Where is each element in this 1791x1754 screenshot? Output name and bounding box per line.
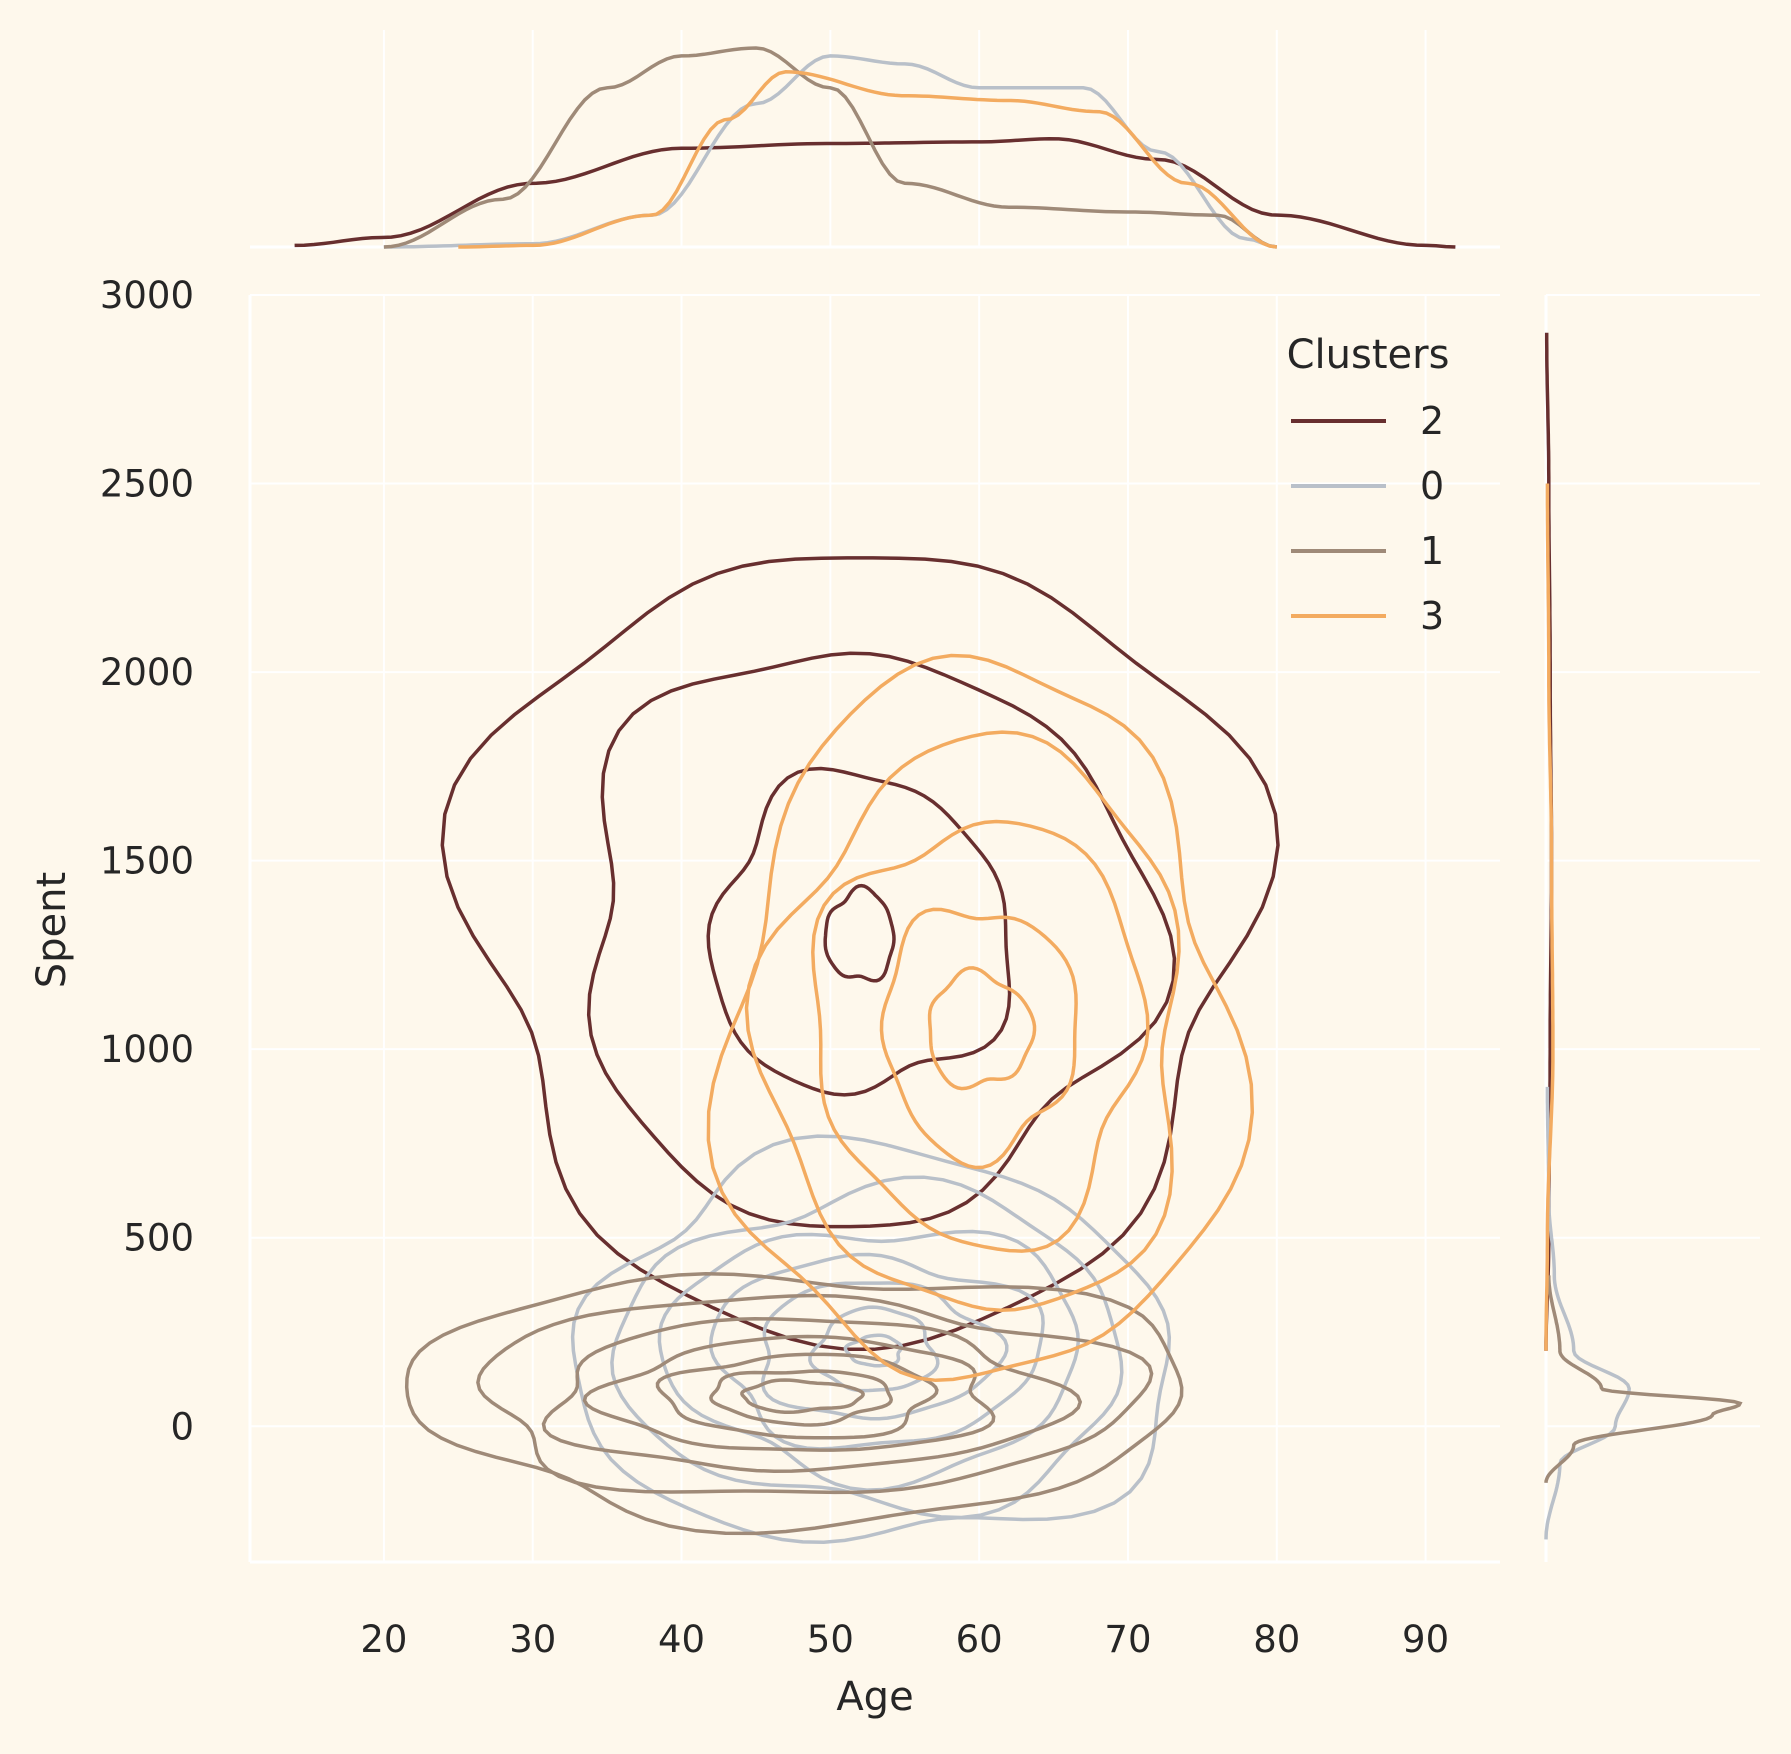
y-tick-label: 2500: [100, 463, 194, 506]
contour-cluster-3: [706, 653, 1255, 1383]
contour-cluster-0: [657, 1229, 1080, 1492]
x-tick-label: 50: [807, 1618, 854, 1661]
contour-cluster-2: [586, 651, 1177, 1229]
top-kde-cluster-3: [458, 70, 1278, 249]
contour-cluster-1: [740, 1378, 865, 1415]
legend-label-0: 0: [1420, 464, 1444, 508]
x-tick-label: 30: [509, 1618, 556, 1661]
contour-cluster-0: [570, 1134, 1172, 1544]
top-marginal-kde: [294, 46, 1456, 249]
right-kde-cluster-1: [1544, 1275, 1743, 1483]
contour-cluster-2: [440, 556, 1280, 1352]
x-axis-label: Age: [836, 1674, 913, 1720]
contour-cluster-3: [744, 730, 1181, 1313]
y-tick-label: 1000: [100, 1028, 194, 1071]
contour-cluster-1: [582, 1334, 996, 1452]
legend-label-1: 1: [1420, 529, 1444, 573]
x-tick-label: 90: [1402, 1618, 1449, 1661]
main-grid: [248, 294, 1500, 1564]
contour-cluster-3: [879, 907, 1078, 1170]
y-axis-label: Spent: [29, 872, 75, 988]
y-tick-label: 2000: [100, 651, 194, 694]
right-marginal-grid: [1544, 294, 1760, 1562]
contour-cluster-2: [823, 883, 896, 983]
legend-title: Clusters: [1287, 332, 1450, 378]
x-tick-label: 20: [360, 1618, 407, 1661]
contour-cluster-3: [811, 819, 1150, 1253]
contour-cluster-0: [610, 1175, 1124, 1520]
y-tick-label: 500: [123, 1217, 194, 1260]
y-tick-label: 1500: [100, 840, 194, 883]
contour-cluster-0: [708, 1252, 1045, 1451]
contour-cluster-0: [808, 1305, 940, 1393]
contour-cluster-1: [655, 1352, 939, 1440]
legend-label-2: 2: [1420, 399, 1444, 443]
x-tick-label: 70: [1104, 1618, 1151, 1661]
legend: Clusters 2 0 1 3: [1287, 332, 1450, 638]
contour-cluster-2: [706, 766, 1012, 1097]
y-tick-label: 3000: [100, 274, 194, 317]
right-kde-cluster-0: [1544, 1086, 1631, 1540]
contour-cluster-3: [927, 966, 1037, 1091]
contour-cluster-1: [476, 1293, 1154, 1495]
right-kde-cluster-3: [1544, 483, 1555, 1351]
x-tick-label: 60: [956, 1618, 1003, 1661]
top-kde-cluster-1: [383, 46, 1278, 249]
x-tick-label: 80: [1253, 1618, 1300, 1661]
contour-layer: [404, 556, 1280, 1544]
x-tick-label: 40: [658, 1618, 705, 1661]
contour-cluster-1: [709, 1369, 893, 1427]
y-tick-label: 0: [170, 1405, 194, 1448]
top-kde-cluster-2: [294, 137, 1456, 249]
legend-label-3: 3: [1420, 594, 1444, 638]
contour-cluster-1: [404, 1272, 1184, 1536]
contour-cluster-1: [541, 1317, 1083, 1473]
right-marginal-kde: [1544, 332, 1743, 1540]
